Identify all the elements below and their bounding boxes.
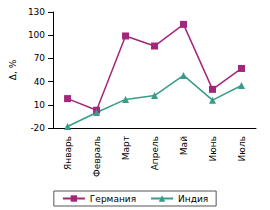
svg-text:Апрель: Апрель [150,136,160,170]
svg-text:Индия: Индия [178,194,208,204]
svg-text:Май: Май [179,136,189,155]
svg-text:Март: Март [121,136,131,160]
svg-text:100: 100 [28,30,45,40]
svg-text:Январь: Январь [63,136,73,170]
svg-text:Июль: Июль [237,136,247,161]
svg-text:Февраль: Февраль [92,136,102,177]
svg-text:Δ, %: Δ, % [8,59,18,80]
svg-text:130: 130 [28,7,45,17]
svg-text:-20: -20 [30,123,45,133]
svg-text:40: 40 [34,77,46,87]
svg-text:Июнь: Июнь [208,136,218,162]
svg-text:70: 70 [34,53,46,63]
svg-text:10: 10 [34,100,46,110]
svg-text:Германия: Германия [90,194,136,204]
